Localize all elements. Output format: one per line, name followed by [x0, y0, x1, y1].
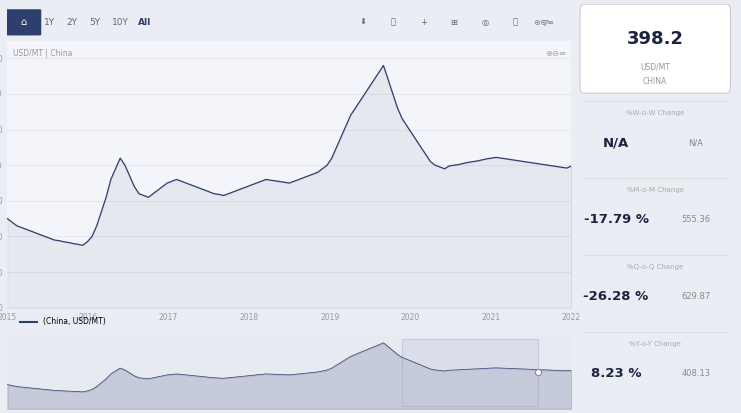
Text: 8.23 %: 8.23 %: [591, 367, 641, 380]
Text: -26.28 %: -26.28 %: [583, 290, 648, 303]
FancyBboxPatch shape: [4, 9, 41, 36]
Text: %Y-o-Y Change: %Y-o-Y Change: [629, 341, 681, 347]
Text: -17.79 %: -17.79 %: [584, 214, 648, 226]
Text: All: All: [138, 18, 151, 27]
Text: 10Y: 10Y: [112, 18, 129, 27]
Text: 555.36: 555.36: [682, 215, 711, 224]
Text: USD/MT: USD/MT: [640, 62, 671, 71]
Text: USD/MT | China: USD/MT | China: [13, 49, 73, 57]
Text: 🔔: 🔔: [391, 18, 396, 27]
FancyBboxPatch shape: [580, 4, 731, 93]
Text: ⌂: ⌂: [20, 17, 27, 27]
Text: ⊕⊖≡: ⊕⊖≡: [534, 18, 554, 27]
Text: 629.87: 629.87: [682, 292, 711, 301]
Text: ⊞: ⊞: [451, 18, 458, 27]
Text: 408.13: 408.13: [682, 369, 711, 378]
Text: N/A: N/A: [603, 136, 629, 150]
Text: ⊕⊖≡: ⊕⊖≡: [545, 49, 566, 57]
Text: ◎: ◎: [481, 18, 488, 27]
Text: 2Y: 2Y: [67, 18, 78, 27]
Text: ▽: ▽: [542, 18, 549, 27]
Text: 5Y: 5Y: [89, 18, 101, 27]
Text: ⬇: ⬇: [359, 18, 366, 27]
Text: %Q-o-Q Change: %Q-o-Q Change: [627, 264, 683, 270]
Legend: (China, USD/MT): (China, USD/MT): [17, 314, 109, 330]
Text: CHINA: CHINA: [643, 76, 668, 85]
FancyBboxPatch shape: [402, 339, 538, 406]
Text: +: +: [420, 18, 427, 27]
Text: %M-o-M Change: %M-o-M Change: [627, 188, 684, 193]
Text: 398.2: 398.2: [627, 30, 684, 47]
Text: 🔒: 🔒: [513, 18, 517, 27]
Text: 1Y: 1Y: [44, 18, 56, 27]
Text: %W-o-W Change: %W-o-W Change: [626, 110, 685, 116]
Text: N/A: N/A: [688, 138, 703, 147]
